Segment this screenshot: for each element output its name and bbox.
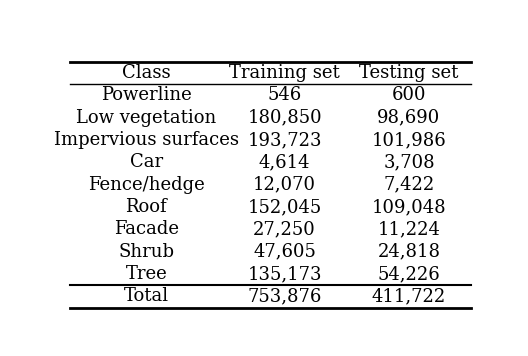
Text: 101,986: 101,986 <box>372 131 446 149</box>
Text: 180,850: 180,850 <box>247 109 322 127</box>
Text: Fence/hedge: Fence/hedge <box>88 176 205 194</box>
Text: 47,605: 47,605 <box>253 243 316 261</box>
Text: Training set: Training set <box>229 64 340 82</box>
Text: 600: 600 <box>392 87 426 104</box>
Text: 4,614: 4,614 <box>259 153 310 172</box>
Text: 12,070: 12,070 <box>253 176 316 194</box>
Text: 7,422: 7,422 <box>383 176 435 194</box>
Text: 109,048: 109,048 <box>372 198 446 216</box>
Text: 135,173: 135,173 <box>248 265 322 283</box>
Text: 54,226: 54,226 <box>378 265 440 283</box>
Text: Class: Class <box>122 64 171 82</box>
Text: 411,722: 411,722 <box>372 287 446 305</box>
Text: 98,690: 98,690 <box>378 109 440 127</box>
Text: Powerline: Powerline <box>101 87 192 104</box>
Text: Facade: Facade <box>114 220 179 239</box>
Text: Roof: Roof <box>126 198 167 216</box>
Text: Car: Car <box>130 153 163 172</box>
Text: 27,250: 27,250 <box>253 220 316 239</box>
Text: Impervious surfaces: Impervious surfaces <box>54 131 239 149</box>
Text: Low vegetation: Low vegetation <box>76 109 216 127</box>
Text: 24,818: 24,818 <box>378 243 440 261</box>
Text: 753,876: 753,876 <box>248 287 322 305</box>
Text: Total: Total <box>124 287 169 305</box>
Text: 193,723: 193,723 <box>248 131 322 149</box>
Text: 11,224: 11,224 <box>378 220 440 239</box>
Text: Tree: Tree <box>126 265 167 283</box>
Text: 3,708: 3,708 <box>383 153 435 172</box>
Text: Testing set: Testing set <box>359 64 459 82</box>
Text: 152,045: 152,045 <box>248 198 322 216</box>
Text: 546: 546 <box>268 87 302 104</box>
Text: Shrub: Shrub <box>118 243 174 261</box>
